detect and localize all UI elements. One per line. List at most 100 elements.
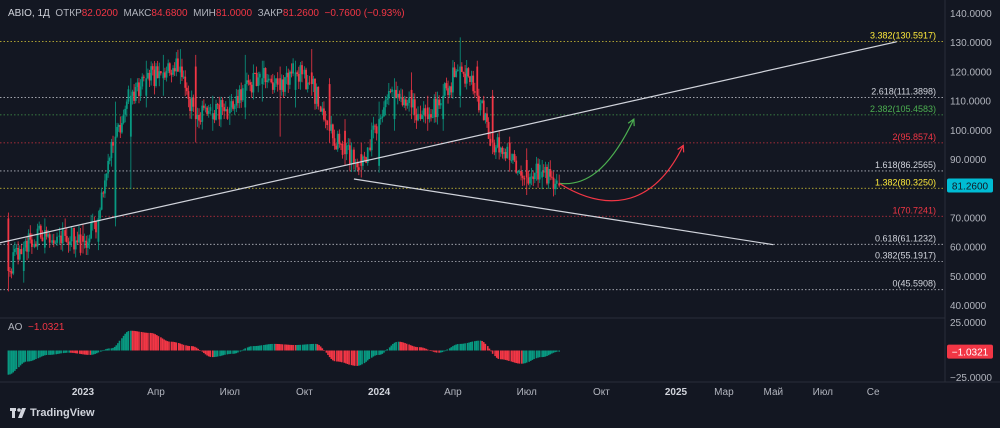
candle-body [220,100,222,120]
ao-bar [346,350,349,365]
candle-body [314,78,316,104]
candle-body [204,107,207,109]
ao-bar [143,332,146,351]
ao-bar [390,345,393,351]
fib-level-label: 2(95.8574) [892,132,936,142]
candle-body [224,109,227,112]
ao-label[interactable]: AO [8,322,23,333]
ao-bar [370,350,373,358]
candle-body [78,234,80,243]
ao-bar [490,350,492,352]
ao-bar [80,350,83,355]
ao-bar [365,350,367,362]
ao-bar [318,345,320,351]
ao-bar [195,347,198,351]
candle-body [249,82,252,85]
candle-body [424,108,427,117]
candle-body [86,242,89,248]
candle-body [433,98,436,118]
candle-body [360,154,363,166]
ao-bar [426,349,429,351]
candle-body [533,172,536,180]
ao-bar [372,350,375,357]
ao-bar [204,350,207,355]
candle-body [230,101,233,108]
candle-body [438,99,441,106]
ao-bar [453,345,456,351]
ao-bar [87,350,89,355]
candle-body [366,147,369,163]
candle-body [56,236,58,243]
ao-bar [97,350,100,353]
candle-body [400,97,402,99]
ao-bar [332,350,334,361]
ao-bar [446,349,449,351]
trendline[interactable] [353,178,774,246]
ao-bar [58,350,61,354]
ao-bar [228,350,230,355]
ao-bar [140,331,143,351]
ao-bar [181,344,183,351]
candle-body [428,114,431,120]
ao-bar [404,343,406,351]
candle-body [299,65,302,82]
ao-bar [186,345,189,351]
candle-body [223,107,226,112]
ao-bar [182,344,185,351]
candle-body [542,171,545,173]
candle-body [469,76,471,82]
candle-body [357,167,360,171]
ao-badge[interactable] [947,344,993,359]
candle-body [27,233,30,252]
candle-body [238,89,241,104]
brand-logo[interactable]: TradingView [10,407,95,419]
ao-bar [28,350,31,362]
candle-body [443,83,446,96]
green-forecast-curve[interactable] [559,118,635,185]
ao-bar [62,350,65,354]
ao-bar [525,350,528,363]
fib-level-label: 0(45.5908) [892,279,936,289]
candle-body [430,114,432,118]
candle-body [158,71,161,79]
candle-body [9,270,11,272]
ao-bar [508,350,510,361]
candle-body [170,72,173,75]
price-badge[interactable] [947,178,993,193]
candle-body [403,99,406,106]
candle-body [240,89,243,101]
ao-bar [161,338,164,351]
candle-body [453,67,456,77]
ao-bar [110,348,113,351]
fib-level-label: 1.382(80.3250) [875,177,936,187]
trendline[interactable] [0,41,897,245]
ao-bar [285,344,288,351]
candle-body [498,137,501,153]
candle-body [375,126,378,134]
ao-bar [491,350,494,354]
ao-bar [226,350,229,355]
ao-bar [173,342,176,351]
candle-body [510,159,513,161]
candle-body [296,72,299,74]
ao-bar [76,350,79,354]
price-tick-label: 140.0000 [950,9,992,20]
ao-bar [429,350,432,351]
candle-body [61,228,64,244]
candle-body [481,100,484,104]
red-forecast-curve[interactable] [558,145,684,202]
ao-bar [408,344,410,351]
candle-body [226,109,229,119]
ao-bar [163,339,165,351]
candle-body [153,69,156,86]
ao-bar [506,350,509,361]
candle-body [345,145,348,155]
ao-bar [450,347,453,351]
candle-body [33,243,36,247]
candle-body [252,73,255,93]
candle-body [333,138,336,146]
ao-bar [333,350,336,362]
ao-bar [259,345,261,351]
symbol-label[interactable]: ABIO, 1Д [8,8,50,19]
